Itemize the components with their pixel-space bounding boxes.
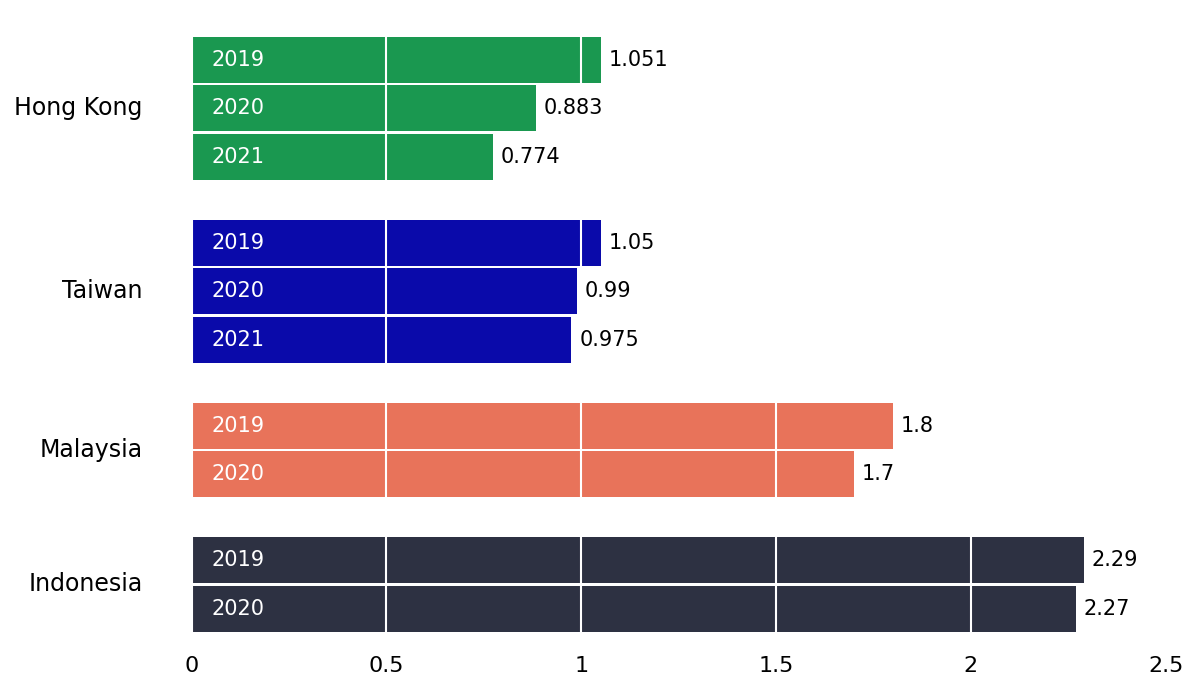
Bar [192, 403, 893, 448]
Text: 2021: 2021 [211, 330, 264, 350]
Text: 2019: 2019 [211, 550, 264, 570]
Text: 0.883: 0.883 [544, 98, 602, 119]
Text: 2020: 2020 [211, 464, 264, 484]
Bar [192, 537, 1084, 583]
Text: 2020: 2020 [211, 599, 264, 619]
Bar [192, 451, 854, 497]
Bar [192, 85, 535, 131]
Text: 0.774: 0.774 [500, 147, 560, 167]
Text: 0.975: 0.975 [580, 330, 638, 350]
Text: 1.051: 1.051 [608, 49, 668, 69]
Text: Malaysia: Malaysia [40, 438, 143, 462]
Text: 2020: 2020 [211, 281, 264, 301]
Bar [192, 37, 601, 82]
Text: Indonesia: Indonesia [29, 572, 143, 596]
Text: 0.99: 0.99 [586, 281, 631, 301]
Text: Taiwan: Taiwan [62, 279, 143, 304]
Bar [192, 317, 571, 363]
Text: 2019: 2019 [211, 49, 264, 69]
Text: Hong Kong: Hong Kong [14, 96, 143, 120]
Text: 1.7: 1.7 [862, 464, 895, 484]
Text: 1.05: 1.05 [608, 233, 655, 252]
Bar [192, 220, 601, 265]
Text: 1.8: 1.8 [901, 416, 934, 436]
Bar [192, 586, 1076, 631]
Text: 2019: 2019 [211, 416, 264, 436]
Text: 2020: 2020 [211, 98, 264, 119]
Text: 2019: 2019 [211, 233, 264, 252]
Bar [192, 268, 577, 314]
Text: 2.27: 2.27 [1084, 599, 1130, 619]
Text: 2.29: 2.29 [1092, 550, 1138, 570]
Bar [192, 134, 493, 179]
Text: 2021: 2021 [211, 147, 264, 167]
